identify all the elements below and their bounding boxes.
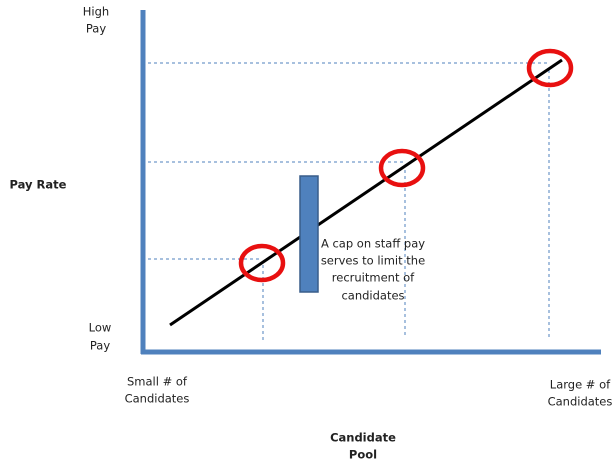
x-right-label: Candidates [548, 395, 613, 409]
x-left-label: Candidates [125, 392, 190, 406]
y-axis-label: Pay Rate [10, 178, 67, 192]
annotation: A cap on staff pay [321, 237, 425, 251]
x-axis-label: Pool [349, 448, 377, 462]
annotation: candidates [341, 289, 404, 303]
y-top-label: Pay [86, 22, 106, 36]
x-right-label: Large # of [550, 378, 611, 392]
highlight-circle [238, 243, 286, 283]
pay-cap-bar [299, 175, 319, 293]
highlight-circle [526, 48, 574, 88]
y-top-label: High [83, 5, 109, 19]
y-bottom-label: Pay [90, 339, 110, 353]
x-axis-label: Candidate [330, 431, 396, 445]
y-bottom-label: Low [89, 321, 112, 335]
trend-line [169, 58, 563, 327]
annotation: serves to limit the [321, 254, 425, 268]
annotation: recruitment of [332, 271, 415, 285]
x-left-label: Small # of [127, 375, 188, 389]
highlight-circle [378, 148, 426, 188]
